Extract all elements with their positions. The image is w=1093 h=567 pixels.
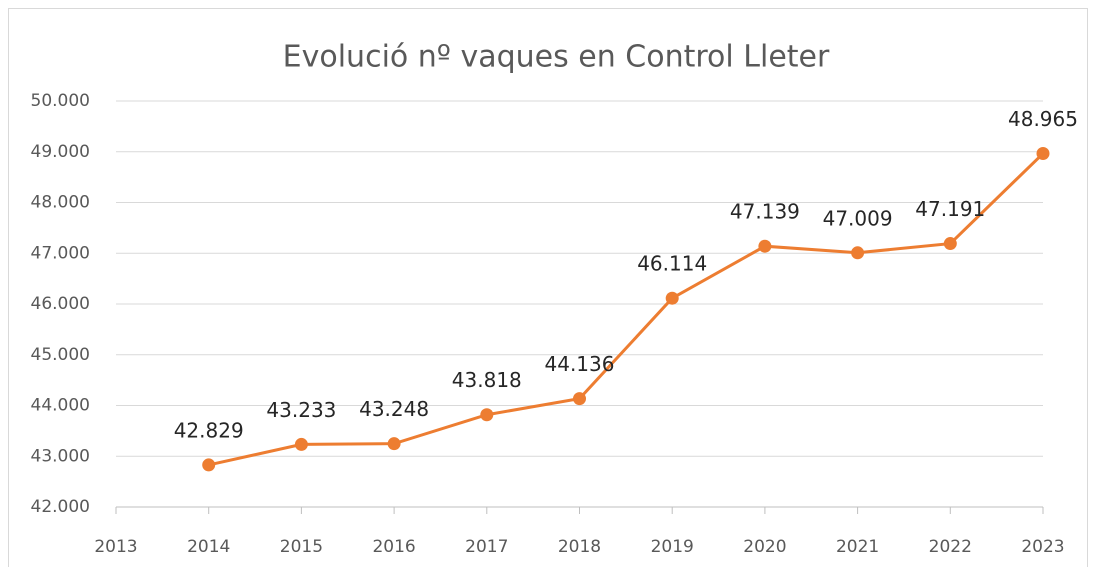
chart-title: Evolució nº vaques en Control Lleter	[283, 40, 830, 75]
y-tick-label: 49.000	[31, 142, 90, 162]
data-label: 42.829	[174, 418, 244, 442]
data-label: 44.136	[545, 352, 615, 376]
x-tick-label: 2018	[558, 537, 601, 557]
data-label: 47.009	[823, 206, 893, 230]
y-tick-label: 43.000	[31, 446, 90, 466]
data-point	[758, 239, 772, 253]
chart-border	[8, 8, 1088, 567]
x-tick-label: 2022	[929, 537, 972, 557]
data-point	[665, 291, 679, 305]
data-point	[480, 408, 494, 422]
x-tick-label: 2017	[465, 537, 508, 557]
data-point	[573, 392, 586, 406]
data-point	[202, 458, 216, 472]
data-point	[387, 437, 401, 451]
y-tick-label: 45.000	[31, 345, 90, 365]
x-tick-label: 2014	[187, 537, 230, 557]
data-label: 43.818	[452, 368, 522, 392]
data-label: 47.191	[915, 197, 985, 221]
series-line	[208, 152, 1045, 467]
x-tick-label: 2013	[94, 537, 137, 557]
x-tick-label: 2019	[651, 537, 694, 557]
data-point	[1036, 147, 1050, 161]
x-tick-label: 2016	[372, 537, 415, 557]
x-tick-label: 2020	[743, 537, 786, 557]
data-label: 48.965	[1008, 107, 1078, 131]
data-point	[943, 237, 957, 251]
x-tick-label: 2015	[280, 537, 323, 557]
x-tick-label: 2023	[1021, 537, 1064, 557]
data-label: 43.233	[266, 398, 336, 422]
y-tick-label: 46.000	[31, 294, 90, 314]
x-tick-label: 2021	[836, 537, 879, 557]
y-tick-label: 50.000	[31, 91, 90, 111]
data-label: 43.248	[359, 397, 429, 421]
y-tick-label: 48.000	[31, 193, 90, 213]
data-point	[851, 246, 865, 260]
data-point	[294, 437, 308, 451]
y-tick-label: 47.000	[31, 243, 90, 263]
y-tick-label: 44.000	[31, 396, 90, 416]
data-label: 46.114	[637, 252, 707, 276]
data-label: 47.139	[730, 200, 800, 224]
y-tick-label: 42.000	[31, 497, 90, 517]
